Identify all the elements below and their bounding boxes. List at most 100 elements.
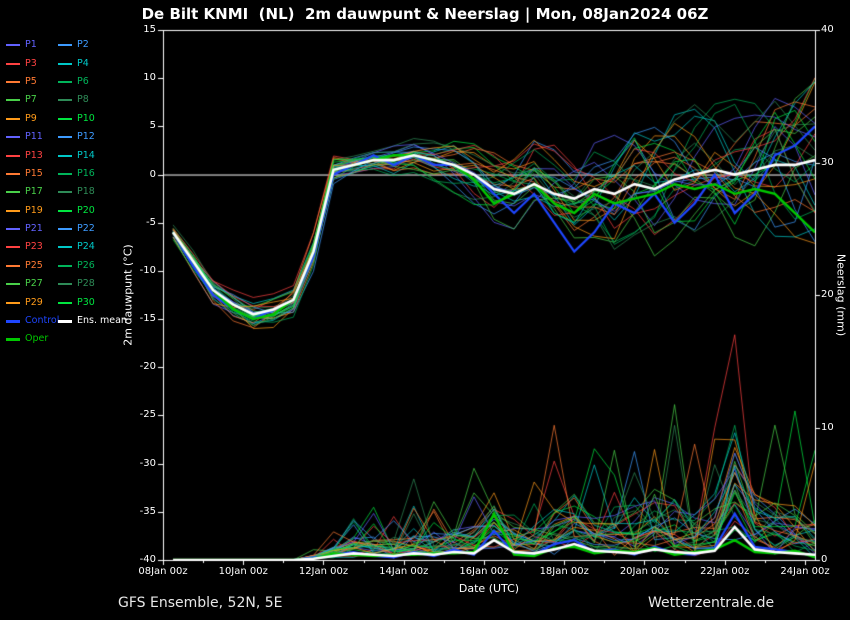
legend-item-p29: P29: [6, 293, 59, 311]
y-right-tick-label: 30: [821, 156, 834, 168]
legend-color-line: [6, 246, 20, 249]
y-left-tick-label: 5: [149, 120, 156, 132]
y-right-tick-label: 40: [821, 24, 834, 35]
legend-item-label: P24: [77, 241, 95, 253]
legend-item-p25: P25: [6, 257, 59, 275]
y-left-tick-label: -40: [139, 554, 156, 565]
legend-item-label: P20: [77, 204, 95, 216]
legend-item-label: P30: [77, 296, 95, 308]
legend-item-p13: P13: [6, 146, 59, 164]
legend-item-p10: P10: [58, 110, 127, 128]
x-tick-label: 08Jan 00z: [138, 566, 188, 577]
legend-item-ens-mean: Ens. mean: [58, 312, 127, 330]
y-left-tick-label: 15: [143, 24, 156, 35]
y-left-tick-label: 10: [143, 72, 156, 84]
legend-item-label: P2: [77, 39, 89, 51]
legend-item-label: P11: [25, 131, 43, 143]
legend-item-label: P26: [77, 259, 95, 271]
legend-item-label: P23: [25, 241, 43, 253]
legend-color-line: [58, 44, 72, 47]
legend-color-line: [58, 136, 72, 139]
legend-color-line: [6, 136, 20, 139]
y-axis-left-title: 2m dauwpunt (°C): [121, 244, 135, 346]
x-tick-label: 14Jan 00z: [379, 566, 429, 577]
legend-color-line: [58, 246, 72, 249]
footer-site-name: Wetterzentrale.de: [648, 595, 775, 611]
legend-item-label: P19: [25, 204, 43, 216]
legend-item-label: P22: [77, 223, 95, 235]
x-tick-label: 24Jan 00z: [780, 566, 830, 577]
legend-item-p5: P5: [6, 73, 59, 91]
x-tick-label: 18Jan 00z: [539, 566, 589, 577]
legend-item-label: P4: [77, 57, 89, 69]
legend-item-p30: P30: [58, 293, 127, 311]
legend-item-p17: P17: [6, 183, 59, 201]
legend-item-p11: P11: [6, 128, 59, 146]
legend-item-control: Control: [6, 312, 59, 330]
y-right-tick-label: 20: [821, 289, 834, 300]
legend-item-label: P29: [25, 296, 43, 308]
y-left-tick-label: -25: [139, 409, 156, 421]
footer-model-info: GFS Ensemble, 52N, 5E: [118, 595, 283, 611]
legend-color-line: [6, 154, 20, 157]
legend-item-p6: P6: [58, 73, 127, 91]
y-right-tick-label: 10: [821, 421, 834, 433]
legend-item-label: P27: [25, 278, 43, 290]
legend-item-p2: P2: [58, 36, 127, 54]
legend-item-oper: Oper: [6, 330, 59, 348]
legend-item-p26: P26: [58, 257, 127, 275]
legend-item-label: P3: [25, 57, 37, 69]
x-tick-label: 20Jan 00z: [619, 566, 670, 577]
x-tick-label: 10Jan 00z: [218, 566, 268, 577]
x-tick-label: 22Jan 00z: [700, 566, 750, 577]
y-left-tick-label: -10: [139, 264, 156, 276]
legend-item-label: P10: [77, 112, 95, 124]
legend-item-p1: P1: [6, 36, 59, 54]
legend-item-p19: P19: [6, 202, 59, 220]
legend-item-p24: P24: [58, 238, 127, 256]
legend-color-line: [6, 228, 20, 231]
legend-item-p14: P14: [58, 146, 127, 164]
legend-item-p18: P18: [58, 183, 127, 201]
legend-item-p4: P4: [58, 54, 127, 72]
legend-color-line: [6, 172, 20, 175]
legend-color-line: [58, 154, 72, 157]
y-left-tick-label: -5: [146, 216, 156, 228]
legend-color-line: [6, 264, 20, 267]
legend-item-p20: P20: [58, 202, 127, 220]
legend-color-line: [58, 191, 72, 194]
legend-item-label: P1: [25, 39, 37, 51]
legend-color-line: [58, 117, 72, 120]
legend-color-line: [58, 80, 72, 83]
legend-color-line: [6, 283, 20, 286]
legend-item-label: P12: [77, 131, 95, 143]
legend-item-label: P25: [25, 259, 43, 271]
y-left-tick-label: -35: [139, 505, 156, 517]
legend-column: P2 P4 P6 P8 P10 P12 P14 P16 P18 P20 P22 P24 P26 P28 P3…: [58, 36, 127, 330]
y-left-tick-label: -20: [139, 361, 156, 373]
legend-color-line: [58, 228, 72, 231]
legend-item-label: P14: [77, 149, 95, 161]
legend-color-line: [6, 301, 20, 304]
legend-color-line: [58, 62, 72, 65]
legend-item-label: P13: [25, 149, 43, 161]
legend-item-p12: P12: [58, 128, 127, 146]
x-axis-title: Date (UTC): [458, 582, 520, 595]
legend-item-p7: P7: [6, 91, 59, 109]
legend-item-p15: P15: [6, 165, 59, 183]
legend-item-label: P18: [77, 186, 95, 198]
legend-item-label: P15: [25, 167, 43, 179]
legend-color-line: [6, 62, 20, 65]
y-right-tick-label: 0: [821, 554, 828, 565]
legend-color-line: [58, 319, 72, 323]
legend-item-label: P8: [77, 94, 89, 106]
legend-color-line: [58, 283, 72, 286]
legend-item-p22: P22: [58, 220, 127, 238]
y-left-tick-label: 0: [149, 168, 156, 180]
legend-color-line: [58, 209, 72, 212]
legend-item-label: P9: [25, 112, 37, 124]
x-tick-label: 12Jan 00z: [298, 566, 349, 577]
legend-color-line: [6, 117, 20, 120]
